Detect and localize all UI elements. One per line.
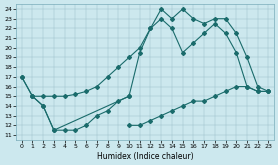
X-axis label: Humidex (Indice chaleur): Humidex (Indice chaleur) [97,152,193,161]
